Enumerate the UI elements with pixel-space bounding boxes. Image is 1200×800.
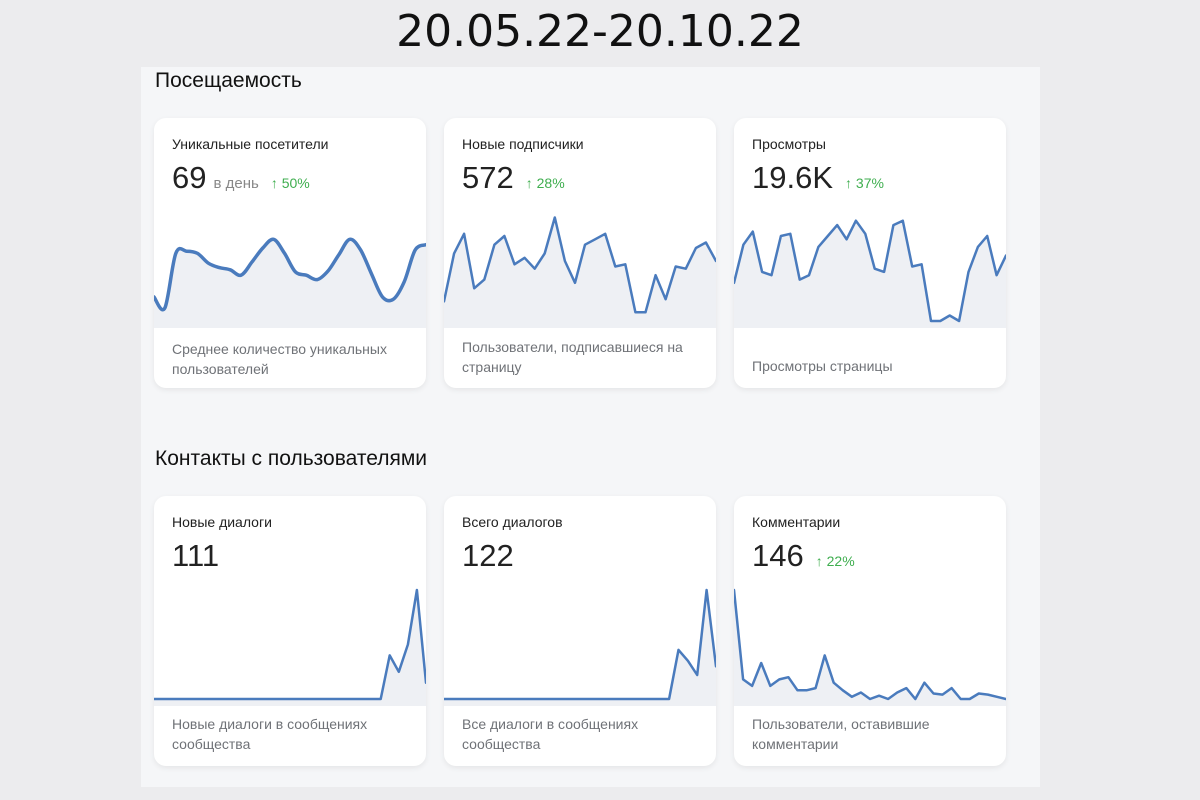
sparkline-area [154, 590, 426, 706]
card-title: Уникальные посетители [172, 136, 329, 152]
card-metric: 69 в день ↑ 50% [172, 160, 310, 196]
card-metric: 572 ↑ 28% [462, 160, 565, 196]
metric-value: 122 [462, 538, 514, 573]
card-description: Пользователи, подписавшиеся на страницу [462, 339, 683, 375]
metric-value: 572 [462, 160, 514, 195]
sparkline-line [734, 219, 1006, 323]
card-title: Просмотры [752, 136, 826, 152]
sparkline-chart [444, 216, 716, 328]
card-metric: 146 ↑ 22% [752, 538, 855, 574]
card-metric: 111 [172, 538, 219, 574]
card-title: Новые подписчики [462, 136, 584, 152]
metric-delta: ↑ 22% [815, 553, 855, 569]
card-new-subscribers[interactable]: Новые подписчики 572 ↑ 28% Пользователи,… [444, 118, 716, 388]
card-comments[interactable]: Комментарии 146 ↑ 22% Пользователи, оста… [734, 496, 1006, 766]
metric-delta: ↑ 37% [845, 175, 884, 191]
sparkline-chart [734, 588, 1006, 706]
section-title-attendance: Посещаемость [155, 69, 302, 92]
card-description: Пользователи, оставившие комментарии [752, 716, 930, 752]
card-description: Новые диалоги в сообщениях сообщества [172, 716, 368, 752]
card-title: Новые диалоги [172, 514, 272, 530]
card-new-dialogs[interactable]: Новые диалоги 111 Новые диалоги в сообще… [154, 496, 426, 766]
stats-panel: Посещаемость Уникальные посетители 69 в … [141, 67, 1040, 787]
sparkline-line [444, 216, 716, 314]
metric-value: 69 [172, 160, 207, 195]
sparkline-area [734, 590, 1006, 706]
sparkline-line [154, 237, 426, 312]
metric-value: 111 [172, 538, 220, 573]
metric-delta: ↑ 50% [270, 175, 310, 191]
card-unique-visitors[interactable]: Уникальные посетители 69 в день ↑ 50% Ср… [154, 118, 426, 388]
card-total-dialogs[interactable]: Всего диалогов 122 Все диалоги в сообщен… [444, 496, 716, 766]
sparkline-area [154, 239, 426, 328]
sparkline-chart [444, 588, 716, 706]
section-title-contacts: Контакты с пользователями [155, 447, 428, 470]
sparkline-area [734, 220, 1006, 328]
card-views[interactable]: Просмотры 19.6K ↑ 37% Просмотры страницы [734, 118, 1006, 388]
card-metric: 122 [462, 538, 514, 574]
metric-value: 19.6K [752, 160, 834, 195]
metric-unit: в день [213, 175, 259, 192]
sparkline-line [444, 588, 716, 701]
card-description: Просмотры страницы [752, 358, 893, 374]
sparkline-line [154, 588, 426, 701]
date-range-title: 20.05.22-20.10.22 [396, 6, 804, 57]
card-metric: 19.6K ↑ 37% [752, 160, 884, 196]
metric-value: 146 [752, 538, 804, 573]
card-title: Комментарии [752, 514, 841, 530]
sparkline-line [734, 588, 1006, 701]
card-description: Все диалоги в сообщениях сообщества [462, 716, 639, 752]
sparkline-chart [154, 588, 426, 706]
sparkline-chart [154, 237, 426, 328]
sparkline-chart [734, 219, 1006, 328]
card-description: Среднее количество уникальных пользовате… [172, 341, 387, 377]
card-title: Всего диалогов [462, 514, 563, 530]
sparkline-area [444, 217, 716, 328]
sparkline-area [444, 590, 716, 706]
metric-delta: ↑ 28% [525, 175, 565, 191]
